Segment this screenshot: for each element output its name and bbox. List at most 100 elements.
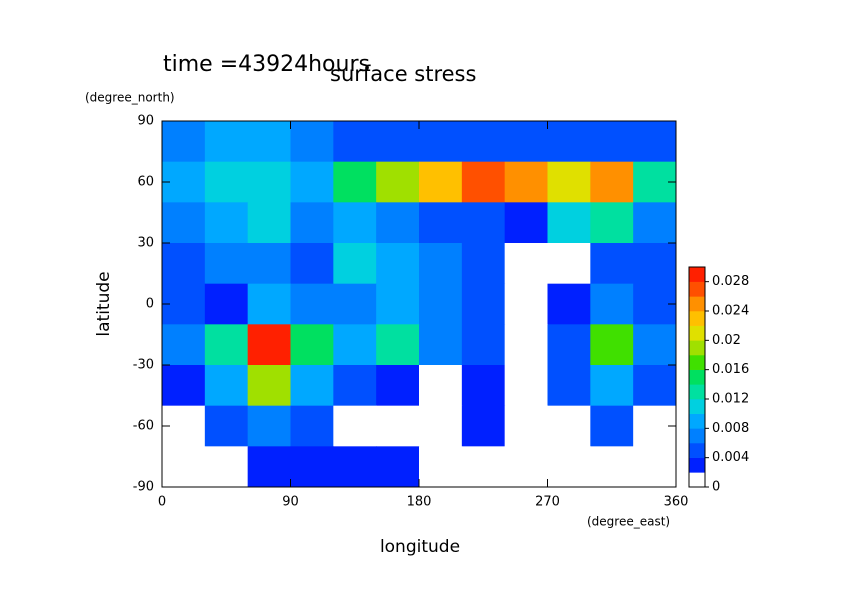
contour-cell: [290, 243, 334, 285]
x-tick-label: 90: [282, 495, 299, 510]
contour-cell: [290, 202, 334, 244]
contour-cell: [504, 283, 548, 325]
contour-cell: [333, 324, 377, 366]
y-axis-label: latitude: [94, 271, 114, 336]
y-tick-label: 30: [137, 236, 154, 251]
contour-cell: [590, 161, 634, 203]
contour-cell: [547, 283, 591, 325]
contour-cell: [504, 405, 548, 447]
contour-cell: [547, 446, 591, 488]
contour-cell: [247, 365, 291, 407]
colorbar-tick-label: 0.028: [712, 274, 749, 289]
contour-cell: [590, 446, 634, 488]
contour-cell: [504, 121, 548, 163]
contour-cell: [547, 365, 591, 407]
contour-cell: [633, 121, 677, 163]
contour-cell: [504, 324, 548, 366]
contour-cell: [247, 161, 291, 203]
contour-cell: [419, 202, 463, 244]
colorbar-tick-label: 0.012: [712, 392, 749, 407]
contour-cell: [419, 365, 463, 407]
colorbar-swatch: [689, 457, 705, 473]
contour-cell: [633, 446, 677, 488]
colorbar-tick-label: 0.016: [712, 362, 749, 377]
contour-cell: [162, 324, 206, 366]
contour-cell: [376, 121, 420, 163]
colorbar-swatch: [689, 311, 705, 326]
contour-cell: [204, 283, 249, 325]
contour-cell: [333, 202, 377, 244]
contour-cell: [162, 121, 206, 163]
contour-cell: [376, 202, 420, 244]
contour-cell: [633, 365, 677, 407]
contour-cell: [419, 324, 463, 366]
contour-cell: [204, 161, 249, 203]
contour-cell: [504, 365, 548, 407]
contour-cell: [333, 243, 377, 285]
contour-cell: [419, 283, 463, 325]
contour-cell: [333, 405, 377, 447]
contour-cell: [333, 121, 377, 163]
colorbar-swatch: [689, 399, 705, 414]
colorbar-swatch: [689, 369, 705, 385]
contour-cell: [247, 405, 291, 447]
contour-cell: [204, 365, 249, 407]
contour-cell: [247, 121, 291, 163]
y-unit: (degree_north): [85, 91, 175, 105]
colorbar-swatch: [689, 296, 705, 312]
contour-cell: [247, 283, 291, 325]
colorbar-swatch: [689, 472, 705, 488]
contour-cell: [204, 202, 249, 244]
contour-cell: [290, 365, 334, 407]
contour-cell: [290, 324, 334, 366]
colorbar-tick-label: 0.004: [712, 450, 749, 465]
colorbar-swatch: [689, 267, 705, 282]
y-tick-label: -90: [133, 480, 154, 495]
colorbar-swatch: [689, 413, 705, 429]
contour-cell: [461, 161, 506, 203]
contour-cell: [376, 161, 420, 203]
contour-cell: [461, 405, 506, 447]
contour-cell: [547, 121, 591, 163]
contour-cell: [633, 324, 677, 366]
contour-cell: [590, 202, 634, 244]
contour-cell: [419, 446, 463, 488]
chart-subtitle: surface stress: [330, 62, 476, 86]
contour-cell: [162, 446, 206, 488]
contour-cell: [547, 161, 591, 203]
contour-cell: [376, 324, 420, 366]
contour-cell: [547, 202, 591, 244]
colorbar-swatch: [689, 428, 705, 444]
x-tick-label: 360: [664, 495, 689, 510]
contour-cell: [290, 405, 334, 447]
contour-cell: [461, 121, 506, 163]
contour-cell: [419, 405, 463, 447]
contour-cell: [504, 446, 548, 488]
colorbar-tick-label: 0.008: [712, 421, 749, 436]
contour-cell: [461, 446, 506, 488]
contour-cell: [590, 243, 634, 285]
contour-cell: [204, 243, 249, 285]
y-tick-label: -60: [133, 419, 154, 434]
x-tick-label: 270: [535, 495, 560, 510]
contour-cell: [162, 365, 206, 407]
contour-cell: [247, 202, 291, 244]
chart-title: time =43924hours: [163, 52, 370, 77]
y-tick-label: 90: [137, 114, 154, 129]
x-axis-label: longitude: [380, 537, 460, 557]
colorbar-swatch: [689, 355, 705, 370]
contour-cell: [461, 283, 506, 325]
y-tick-label: 60: [137, 175, 154, 190]
contour-cell: [547, 405, 591, 447]
contour-cell: [461, 202, 506, 244]
contour-cell: [333, 161, 377, 203]
colorbar-swatch: [689, 340, 705, 356]
colorbar-tick-label: 0: [712, 480, 720, 495]
contour-cell: [633, 243, 677, 285]
contour-cell: [290, 121, 334, 163]
y-tick-label: -30: [133, 358, 154, 373]
colorbar-swatch: [689, 325, 705, 341]
contour-cell: [247, 324, 291, 366]
